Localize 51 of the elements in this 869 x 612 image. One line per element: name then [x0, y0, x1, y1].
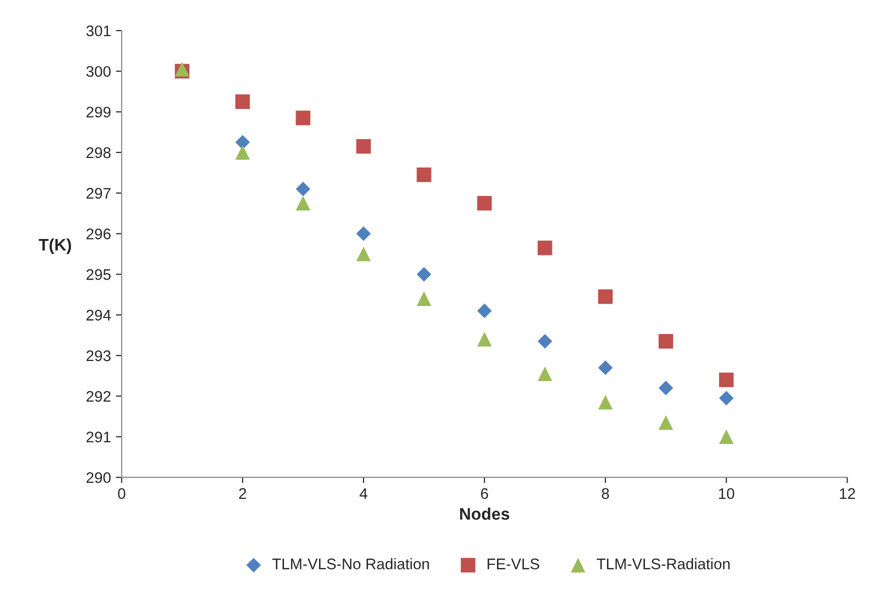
y-tick-label: 299 — [86, 106, 111, 118]
y-tick-label: 301 — [86, 25, 110, 36]
point — [538, 240, 552, 256]
x-tick-label: 10 — [719, 488, 734, 499]
y-tick-label: 293 — [86, 350, 111, 362]
point — [477, 196, 492, 210]
point — [356, 246, 371, 262]
point — [598, 289, 613, 304]
point — [719, 429, 734, 444]
point — [658, 334, 674, 349]
y-tick-label: 292 — [86, 391, 110, 402]
y-tick-label: 290 — [86, 472, 111, 484]
y-tick-label: 297 — [86, 188, 110, 199]
legend-label: FE-VLS — [488, 558, 540, 570]
x-tick-label: 0 — [118, 488, 126, 499]
x-tick-label: 4 — [360, 488, 368, 499]
point — [296, 196, 310, 210]
x-tick-label: 8 — [602, 488, 609, 499]
legend-label: TLM-VLS-Radiation — [596, 558, 730, 570]
point — [235, 145, 250, 160]
y-tick-label: 294 — [86, 310, 111, 321]
x-tick-label: 2 — [239, 488, 246, 499]
point — [658, 380, 674, 396]
point — [296, 182, 310, 196]
x-axis-title: Nodes — [460, 508, 510, 520]
legend-label: TLM-VLS-No Radiation — [272, 558, 429, 570]
point — [477, 304, 492, 318]
point — [416, 168, 432, 182]
y-tick-label: 296 — [86, 228, 111, 240]
x-tick-label: 12 — [840, 488, 856, 499]
point — [719, 390, 734, 406]
point — [356, 226, 371, 241]
point — [658, 415, 674, 430]
x-tick-label: 6 — [480, 488, 488, 499]
point — [538, 366, 552, 382]
point — [598, 394, 613, 410]
point — [416, 291, 432, 306]
y-tick-label: 295 — [86, 269, 111, 280]
y-tick-label: 300 — [86, 66, 111, 77]
point — [598, 360, 613, 375]
point — [235, 135, 250, 150]
y-tick-label: 298 — [86, 147, 111, 158]
point — [416, 267, 432, 282]
point — [296, 110, 310, 126]
point — [477, 332, 492, 347]
point — [356, 139, 371, 154]
point — [538, 334, 552, 349]
point — [235, 94, 250, 109]
y-axis-title: T(K) — [38, 238, 72, 254]
point — [719, 372, 734, 388]
y-tick-label: 291 — [86, 432, 110, 442]
